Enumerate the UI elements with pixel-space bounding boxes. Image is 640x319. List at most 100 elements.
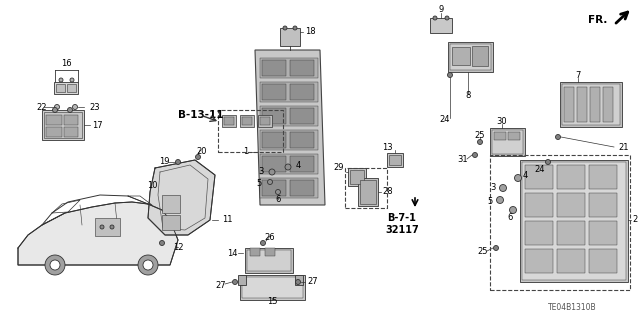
Bar — [494, 132, 506, 140]
Text: 20: 20 — [196, 147, 207, 157]
Text: 8: 8 — [465, 92, 470, 100]
Circle shape — [52, 108, 58, 113]
Circle shape — [509, 206, 516, 213]
Bar — [247, 250, 291, 271]
Text: 4: 4 — [522, 170, 527, 180]
Circle shape — [515, 174, 522, 182]
Circle shape — [275, 189, 280, 195]
Bar — [64, 115, 78, 125]
Bar — [589, 249, 617, 273]
Bar — [262, 156, 286, 172]
Text: 18: 18 — [305, 27, 316, 36]
Text: 1: 1 — [243, 147, 248, 157]
Bar — [242, 277, 303, 298]
Text: 24: 24 — [440, 115, 451, 124]
Circle shape — [50, 260, 60, 270]
Bar — [44, 112, 82, 138]
Bar — [525, 249, 553, 273]
Text: 2: 2 — [632, 216, 637, 225]
Circle shape — [283, 26, 287, 30]
Polygon shape — [255, 50, 325, 205]
Bar — [290, 180, 314, 196]
Bar — [358, 178, 378, 206]
Bar — [46, 115, 62, 125]
Bar — [348, 168, 366, 186]
Text: 28: 28 — [382, 188, 392, 197]
Bar — [295, 275, 303, 285]
Text: B-7-1: B-7-1 — [388, 213, 417, 223]
Bar — [250, 248, 260, 256]
Circle shape — [45, 255, 65, 275]
Text: 9: 9 — [438, 5, 444, 14]
Text: 25: 25 — [475, 130, 485, 139]
Bar — [589, 193, 617, 217]
Bar — [260, 130, 318, 150]
Bar — [590, 87, 600, 122]
Text: 6: 6 — [275, 196, 281, 204]
Bar — [262, 84, 286, 100]
Bar — [557, 193, 585, 217]
Text: 21: 21 — [618, 144, 628, 152]
Bar — [238, 275, 246, 285]
Text: 22: 22 — [36, 102, 47, 112]
Bar — [222, 115, 236, 127]
Text: 24: 24 — [534, 166, 545, 174]
Bar — [525, 193, 553, 217]
Bar — [589, 165, 617, 189]
Bar — [260, 106, 318, 126]
Bar — [290, 156, 314, 172]
Text: B-13-11: B-13-11 — [178, 110, 223, 120]
Bar — [387, 153, 403, 167]
Bar — [350, 170, 364, 184]
Bar — [290, 132, 314, 148]
Circle shape — [138, 255, 158, 275]
Text: 32117: 32117 — [385, 225, 419, 235]
Bar — [262, 180, 286, 196]
Circle shape — [175, 160, 180, 165]
Circle shape — [472, 152, 477, 158]
Bar — [242, 117, 252, 125]
Bar — [260, 82, 318, 102]
Bar — [162, 195, 180, 213]
Bar — [577, 87, 587, 122]
Text: 3: 3 — [491, 183, 496, 192]
Circle shape — [72, 105, 77, 109]
Bar — [290, 108, 314, 124]
Bar — [557, 249, 585, 273]
Bar — [95, 218, 120, 236]
Bar — [492, 130, 523, 154]
Bar — [240, 115, 254, 127]
Bar — [245, 248, 293, 273]
Text: 13: 13 — [381, 143, 392, 152]
Bar — [589, 221, 617, 245]
Bar — [42, 110, 84, 140]
Text: 10: 10 — [147, 182, 158, 190]
Circle shape — [497, 197, 504, 204]
Bar — [260, 58, 318, 78]
Bar — [389, 155, 401, 165]
Text: 17: 17 — [92, 121, 102, 130]
Text: 6: 6 — [508, 213, 513, 222]
Circle shape — [67, 108, 72, 113]
Text: 31: 31 — [458, 155, 468, 165]
Circle shape — [54, 105, 60, 109]
Bar — [520, 160, 628, 282]
Circle shape — [285, 164, 291, 170]
Bar — [603, 87, 613, 122]
Circle shape — [556, 135, 561, 139]
Circle shape — [433, 16, 437, 20]
Circle shape — [159, 241, 164, 246]
Circle shape — [545, 160, 550, 165]
Circle shape — [260, 241, 266, 246]
Bar — [260, 178, 318, 198]
Bar — [290, 60, 314, 76]
Bar — [360, 180, 376, 204]
Bar — [490, 128, 525, 156]
Bar — [448, 42, 493, 72]
Circle shape — [296, 279, 301, 285]
Bar — [472, 46, 488, 66]
Circle shape — [232, 279, 237, 285]
Text: 27: 27 — [307, 278, 317, 286]
Bar — [260, 117, 270, 125]
Bar — [262, 60, 286, 76]
